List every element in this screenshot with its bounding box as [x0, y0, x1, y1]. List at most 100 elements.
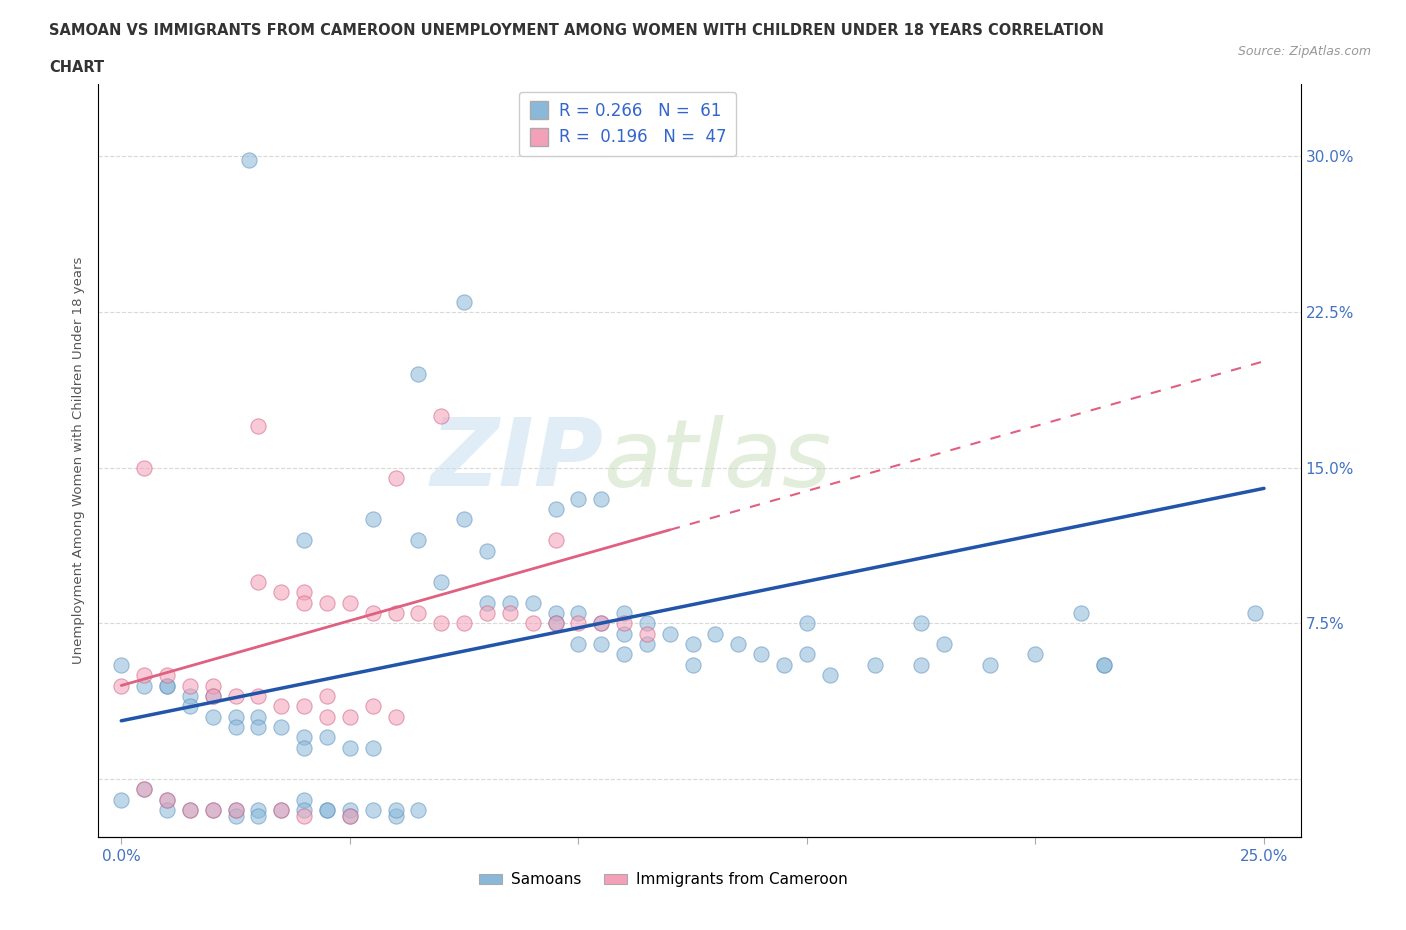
Point	[292, 792, 315, 807]
Point	[247, 418, 270, 433]
Point	[591, 636, 613, 651]
Point	[156, 678, 179, 693]
Point	[339, 710, 361, 724]
Point	[408, 533, 430, 548]
Point	[316, 688, 339, 703]
Point	[247, 688, 270, 703]
Point	[156, 803, 179, 817]
Point	[179, 803, 201, 817]
Point	[270, 698, 292, 713]
Point	[156, 792, 179, 807]
Point	[225, 710, 247, 724]
Point	[292, 730, 315, 745]
Point	[225, 688, 247, 703]
Point	[270, 803, 292, 817]
Point	[910, 658, 932, 672]
Point	[384, 710, 406, 724]
Text: Source: ZipAtlas.com: Source: ZipAtlas.com	[1237, 45, 1371, 58]
Text: ZIP: ZIP	[430, 415, 603, 506]
Point	[110, 658, 132, 672]
Point	[339, 809, 361, 824]
Point	[932, 636, 955, 651]
Point	[339, 809, 361, 824]
Point	[361, 512, 384, 527]
Point	[247, 803, 270, 817]
Point	[292, 803, 315, 817]
Point	[408, 366, 430, 381]
Point	[1070, 605, 1092, 620]
Point	[636, 616, 658, 631]
Point	[270, 803, 292, 817]
Point	[292, 595, 315, 610]
Point	[384, 471, 406, 485]
Point	[544, 616, 567, 631]
Legend: Samoans, Immigrants from Cameroon: Samoans, Immigrants from Cameroon	[472, 866, 853, 894]
Point	[134, 668, 156, 683]
Point	[247, 710, 270, 724]
Point	[316, 803, 339, 817]
Point	[316, 803, 339, 817]
Point	[316, 710, 339, 724]
Point	[430, 408, 453, 423]
Point	[636, 636, 658, 651]
Point	[292, 809, 315, 824]
Point	[247, 575, 270, 590]
Point	[339, 595, 361, 610]
Point	[339, 803, 361, 817]
Point	[384, 803, 406, 817]
Point	[544, 501, 567, 516]
Point	[499, 605, 522, 620]
Point	[225, 803, 247, 817]
Point	[613, 616, 636, 631]
Point	[979, 658, 1001, 672]
Point	[567, 605, 589, 620]
Point	[134, 782, 156, 797]
Point	[613, 626, 636, 641]
Point	[179, 678, 201, 693]
Point	[316, 730, 339, 745]
Point	[134, 678, 156, 693]
Point	[201, 678, 224, 693]
Point	[567, 491, 589, 506]
Point	[430, 616, 453, 631]
Point	[430, 575, 453, 590]
Point	[179, 688, 201, 703]
Point	[361, 698, 384, 713]
Point	[544, 616, 567, 631]
Point	[292, 585, 315, 600]
Point	[292, 698, 315, 713]
Point	[225, 809, 247, 824]
Point	[225, 720, 247, 735]
Point	[591, 616, 613, 631]
Point	[567, 616, 589, 631]
Point	[361, 605, 384, 620]
Point	[238, 153, 260, 168]
Point	[613, 647, 636, 662]
Point	[453, 512, 475, 527]
Point	[134, 460, 156, 475]
Point	[339, 740, 361, 755]
Point	[408, 803, 430, 817]
Point	[316, 595, 339, 610]
Point	[179, 698, 201, 713]
Point	[225, 803, 247, 817]
Point	[727, 636, 749, 651]
Point	[1092, 658, 1115, 672]
Point	[818, 668, 841, 683]
Point	[1092, 658, 1115, 672]
Point	[247, 809, 270, 824]
Point	[247, 720, 270, 735]
Point	[384, 605, 406, 620]
Point	[361, 740, 384, 755]
Text: SAMOAN VS IMMIGRANTS FROM CAMEROON UNEMPLOYMENT AMONG WOMEN WITH CHILDREN UNDER : SAMOAN VS IMMIGRANTS FROM CAMEROON UNEMP…	[49, 23, 1104, 38]
Point	[179, 803, 201, 817]
Point	[591, 616, 613, 631]
Point	[796, 616, 818, 631]
Text: atlas: atlas	[603, 415, 831, 506]
Point	[361, 803, 384, 817]
Point	[682, 636, 704, 651]
Point	[749, 647, 772, 662]
Point	[475, 595, 498, 610]
Point	[110, 792, 132, 807]
Point	[475, 543, 498, 558]
